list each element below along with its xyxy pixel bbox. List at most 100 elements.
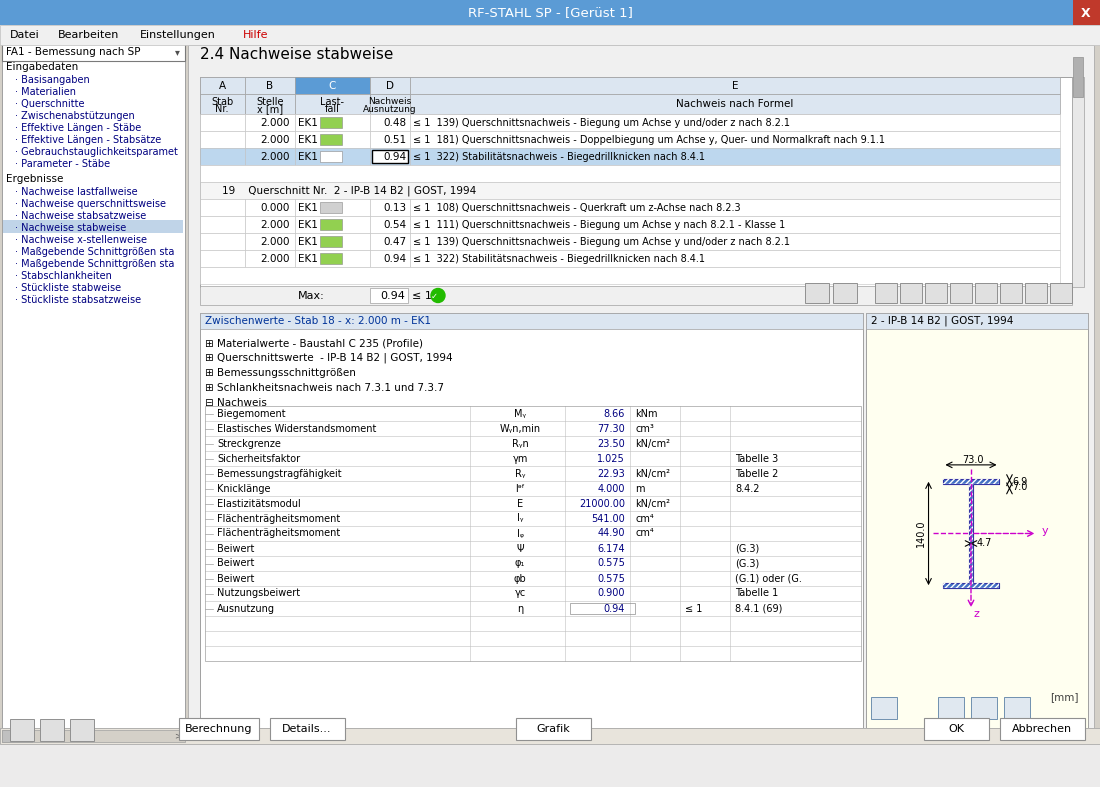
Bar (2, 730, 32, 742)
Text: Bearbeiten: Bearbeiten (58, 30, 120, 40)
Bar (200, 77, 1072, 287)
Text: · Nachweise stabweise: · Nachweise stabweise (15, 223, 127, 233)
Text: 8.4.2: 8.4.2 (735, 483, 759, 493)
Bar (200, 94, 245, 114)
Text: 44.90: 44.90 (597, 529, 625, 538)
Text: E: E (517, 498, 524, 508)
Text: Ergebnisse: Ergebnisse (6, 174, 64, 184)
Text: 0.94: 0.94 (604, 604, 625, 614)
Bar (410, 148, 1060, 165)
Text: ≤ 1: ≤ 1 (412, 290, 432, 301)
Text: η: η (517, 604, 524, 614)
Bar (200, 313, 864, 729)
Bar (245, 216, 295, 233)
Bar (205, 406, 861, 661)
Bar (200, 182, 1060, 199)
Bar (295, 94, 370, 114)
Text: γc: γc (515, 589, 526, 598)
Text: φb: φb (514, 574, 527, 583)
Text: Tabelle 3: Tabelle 3 (735, 453, 779, 464)
Text: Max:: Max: (298, 290, 324, 301)
Text: kNm: kNm (635, 408, 658, 419)
Bar (320, 134, 342, 145)
Text: 0.94: 0.94 (384, 253, 407, 264)
Bar (1000, 283, 1022, 303)
Bar (200, 313, 864, 329)
Text: 0.48: 0.48 (384, 117, 407, 127)
Bar (975, 283, 997, 303)
Text: Nachweis: Nachweis (368, 98, 411, 106)
Text: Tabelle 1: Tabelle 1 (735, 589, 779, 598)
Bar (370, 94, 410, 114)
Bar (179, 718, 258, 740)
Bar (200, 216, 245, 233)
Text: Flächenträgheitsmoment: Flächenträgheitsmoment (217, 513, 340, 523)
Bar (866, 313, 1088, 329)
Text: · Nachweise stabsatzweise: · Nachweise stabsatzweise (15, 211, 146, 221)
Text: 541.00: 541.00 (592, 513, 625, 523)
Bar (570, 603, 635, 614)
Text: cm⁴: cm⁴ (635, 529, 653, 538)
Bar (874, 283, 896, 303)
Text: Einstellungen: Einstellungen (140, 30, 216, 40)
Text: ≤ 1: ≤ 1 (685, 604, 703, 614)
Bar (410, 94, 1060, 114)
Bar (924, 718, 989, 740)
Bar (200, 267, 1060, 284)
Text: Rᵧn: Rᵧn (512, 438, 528, 449)
Text: 23.50: 23.50 (597, 438, 625, 449)
Bar (200, 250, 245, 267)
Text: 0.000: 0.000 (261, 202, 290, 212)
Text: Wᵧn,min: Wᵧn,min (499, 423, 540, 434)
Text: Elastisches Widerstandsmoment: Elastisches Widerstandsmoment (217, 423, 376, 434)
Text: x [m]: x [m] (257, 104, 283, 114)
Bar (200, 286, 1072, 305)
Text: 0.94: 0.94 (381, 290, 405, 301)
Text: · Gebrauchstauglichkeitsparamet: · Gebrauchstauglichkeitsparamet (15, 147, 178, 157)
Bar (295, 199, 370, 216)
Text: Rᵧ: Rᵧ (515, 468, 526, 478)
Text: Nachweis nach Formel: Nachweis nach Formel (676, 99, 794, 109)
Bar (969, 484, 972, 582)
Text: · Stückliste stabsatzweise: · Stückliste stabsatzweise (15, 295, 141, 305)
Text: Stelle: Stelle (256, 97, 284, 107)
Text: 2.000: 2.000 (261, 237, 290, 246)
Circle shape (431, 289, 446, 302)
Bar (1072, 0, 1100, 25)
Text: ⊟ Nachweis: ⊟ Nachweis (205, 398, 267, 408)
Bar (0, 728, 1100, 744)
Bar (245, 94, 295, 114)
Bar (943, 478, 1000, 484)
Bar (1025, 283, 1047, 303)
Text: FA1 - Bemessung nach SP: FA1 - Bemessung nach SP (6, 47, 141, 57)
Text: Last-: Last- (320, 97, 344, 107)
Text: ⊞ Schlankheitsnachweis nach 7.3.1 und 7.3.7: ⊞ Schlankheitsnachweis nach 7.3.1 und 7.… (205, 383, 444, 393)
Text: Berechnung: Berechnung (185, 724, 253, 734)
Bar (516, 718, 591, 740)
Text: · Nachweise querschnittsweise: · Nachweise querschnittsweise (15, 199, 166, 209)
Text: ⊞ Bemessungsschnittgrößen: ⊞ Bemessungsschnittgrößen (205, 368, 356, 378)
Text: · Querschnitte: · Querschnitte (15, 99, 85, 109)
Text: cm³: cm³ (635, 423, 653, 434)
Bar (320, 117, 342, 128)
Bar (200, 77, 245, 94)
Text: Ψ: Ψ (516, 544, 524, 553)
Text: 77.30: 77.30 (597, 423, 625, 434)
Text: EK1: EK1 (298, 135, 318, 145)
Text: φ₁: φ₁ (515, 559, 525, 568)
Text: · Basisangaben: · Basisangaben (15, 75, 90, 85)
Bar (40, 719, 64, 741)
Text: kN/cm²: kN/cm² (635, 468, 670, 478)
Bar (370, 233, 410, 250)
Text: · Nachweise lastfallweise: · Nachweise lastfallweise (15, 187, 138, 197)
Bar (245, 250, 295, 267)
Bar (943, 478, 1000, 484)
Bar (410, 131, 1060, 148)
Text: 1.025: 1.025 (597, 453, 625, 464)
Text: m: m (635, 483, 645, 493)
Bar (900, 283, 922, 303)
Bar (2, 730, 185, 742)
Text: y: y (1042, 527, 1048, 537)
Text: ≤ 1  139) Querschnittsnachweis - Biegung um Achse y und/oder z nach 8.2.1: ≤ 1 139) Querschnittsnachweis - Biegung … (412, 237, 790, 246)
Text: A: A (219, 80, 225, 91)
